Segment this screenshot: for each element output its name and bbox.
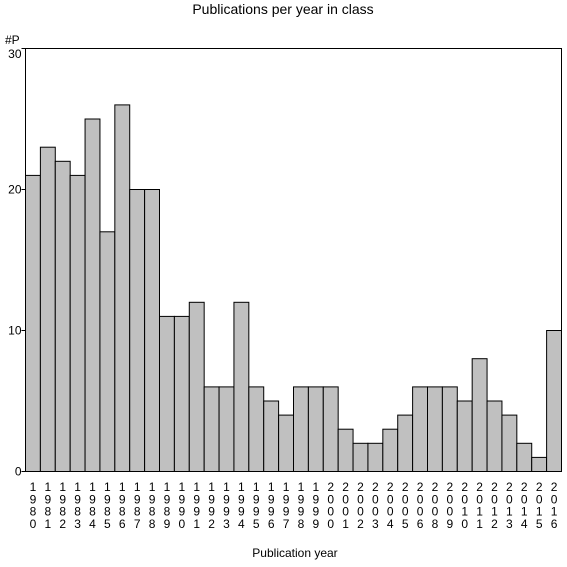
bar-1985 (99, 231, 116, 472)
bar-1991 (188, 301, 205, 472)
bar-2006 (412, 386, 428, 472)
bar-2009 (441, 386, 458, 472)
y-tick-label: 20 (8, 183, 22, 197)
bar-1994 (233, 301, 250, 472)
y-axis: 0 10 20 30 (8, 47, 26, 479)
bar-2011 (471, 358, 488, 473)
bar-2016 (546, 330, 562, 472)
y-axis-label: #P (5, 33, 20, 47)
bar-1982 (54, 160, 71, 473)
bar-2002 (352, 442, 369, 472)
y-tick-label: 30 (8, 47, 22, 61)
bar-2015 (531, 456, 548, 472)
bar-2004 (382, 428, 399, 473)
bar-1992 (203, 386, 220, 472)
bar-2008 (427, 386, 443, 472)
bar-1995 (248, 386, 265, 472)
bar-1988 (144, 189, 161, 472)
plot-frame (25, 48, 562, 472)
bar-2012 (486, 400, 503, 472)
bar-2005 (397, 414, 414, 473)
bar-2001 (337, 428, 354, 473)
bar-1981 (39, 146, 56, 472)
bar-1999 (307, 386, 324, 472)
y-tick-label: 0 (15, 465, 22, 479)
bar-1993 (218, 386, 235, 472)
bar-2010 (456, 400, 473, 472)
bar-1990 (173, 315, 190, 472)
bar-2003 (367, 442, 384, 472)
bar-1998 (293, 386, 309, 472)
x-axis-label: Publication year (252, 546, 337, 560)
bar-2013 (501, 414, 518, 473)
bar-2000 (322, 386, 339, 472)
bars-group (25, 104, 562, 473)
bar-1996 (263, 400, 280, 472)
chart-title: Publications per year in class (192, 1, 373, 17)
bar-1986 (114, 104, 131, 473)
bar-1987 (129, 189, 146, 472)
bar-1984 (84, 118, 101, 472)
x-axis: 1 9 8 0 1 9 8 1 1 9 8 2 1 9 8 3 1 9 8 4 1 9 8 5 1 9 8 6 1 9 8 7 1 9 8 8 1 9 8 9… (30, 480, 558, 531)
bar-1997 (278, 414, 294, 473)
bar-2014 (516, 442, 533, 472)
y-tick-label: 10 (8, 324, 22, 338)
bar-1989 (159, 315, 175, 472)
bar-1980 (25, 174, 41, 472)
bar-1983 (69, 174, 86, 472)
